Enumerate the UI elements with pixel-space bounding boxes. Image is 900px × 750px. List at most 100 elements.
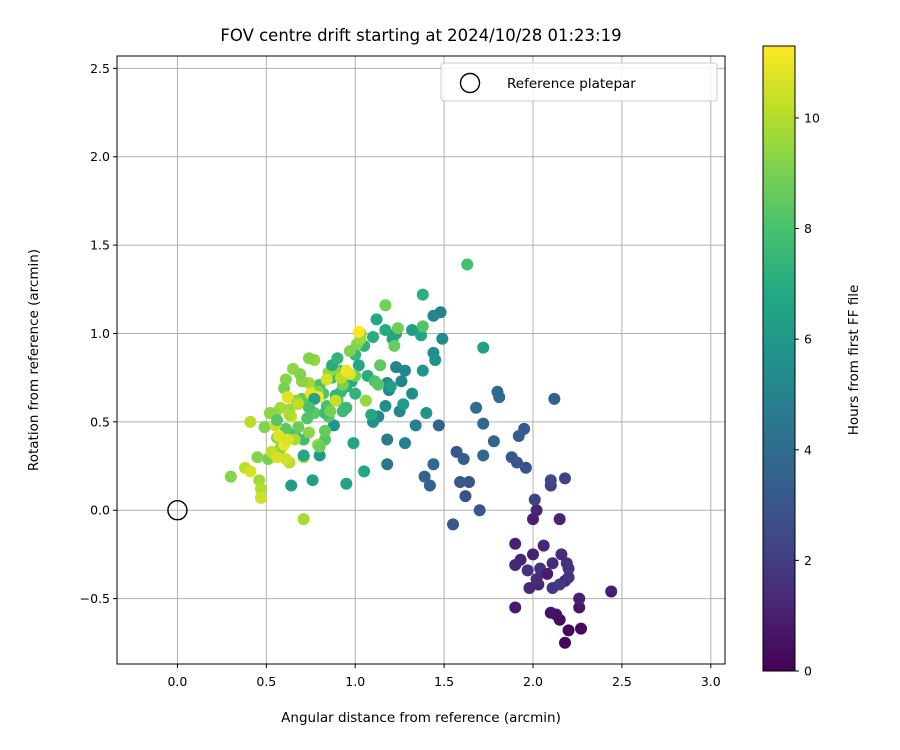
data-point bbox=[559, 472, 571, 485]
data-point bbox=[313, 440, 326, 453]
data-point bbox=[303, 401, 315, 414]
plot-frame bbox=[116, 55, 726, 665]
data-point bbox=[336, 405, 349, 418]
y-axis-ticks: −0.5 0.0 0.5 1.0 1.5 2.0 2.5 bbox=[80, 61, 117, 606]
data-point bbox=[573, 601, 586, 614]
y-tick-label: 1.5 bbox=[90, 238, 110, 253]
data-point bbox=[477, 449, 490, 462]
colorbar-tick-label: 2 bbox=[804, 553, 812, 568]
data-point bbox=[447, 518, 459, 531]
colorbar-tick-label: 8 bbox=[804, 221, 812, 236]
data-point bbox=[297, 513, 310, 526]
data-point bbox=[537, 539, 550, 552]
data-point bbox=[519, 461, 532, 474]
data-point bbox=[281, 391, 294, 404]
data-point bbox=[409, 419, 422, 432]
colorbar-tick-label: 10 bbox=[804, 110, 820, 125]
data-point bbox=[473, 504, 486, 517]
data-point bbox=[255, 483, 267, 496]
colorbar-fill bbox=[762, 45, 796, 672]
data-point bbox=[560, 557, 573, 570]
x-tick-label: 0.5 bbox=[256, 674, 276, 689]
data-point bbox=[450, 445, 463, 458]
data-point bbox=[297, 449, 310, 462]
x-axis-ticks: 0.0 0.5 1.0 1.5 2.0 2.5 3.0 bbox=[167, 664, 721, 689]
data-point bbox=[367, 331, 379, 344]
data-point bbox=[436, 332, 449, 345]
colorbar-ticks: 0 2 4 6 8 10 bbox=[795, 110, 820, 679]
data-point bbox=[244, 465, 257, 478]
data-point bbox=[303, 352, 315, 365]
data-point bbox=[509, 601, 522, 614]
data-point bbox=[349, 387, 362, 400]
data-point bbox=[541, 567, 554, 580]
data-point bbox=[546, 557, 559, 570]
data-point bbox=[429, 354, 442, 366]
data-point bbox=[324, 405, 337, 418]
data-point bbox=[251, 451, 264, 464]
x-axis-label: Angular distance from reference (arcmin) bbox=[281, 710, 561, 726]
data-point bbox=[487, 435, 500, 448]
data-point bbox=[358, 465, 371, 478]
data-point bbox=[477, 341, 490, 354]
x-tick-label: 1.0 bbox=[345, 674, 365, 689]
data-point bbox=[521, 564, 534, 577]
data-point bbox=[432, 419, 445, 432]
y-tick-label: −0.5 bbox=[80, 591, 110, 606]
data-point bbox=[374, 359, 387, 372]
y-tick-label: 2.0 bbox=[90, 149, 110, 164]
data-point bbox=[391, 322, 404, 335]
y-tick-label: 1.0 bbox=[90, 326, 110, 341]
data-point bbox=[372, 378, 385, 391]
data-point bbox=[352, 325, 365, 338]
data-point bbox=[292, 421, 305, 434]
data-point bbox=[555, 548, 568, 561]
data-point bbox=[329, 394, 342, 407]
data-point bbox=[562, 571, 575, 584]
chart-title: FOV centre drift starting at 2024/10/28 … bbox=[220, 26, 621, 45]
data-point bbox=[523, 582, 536, 594]
data-point bbox=[509, 537, 522, 550]
data-point bbox=[575, 622, 587, 635]
data-point bbox=[573, 592, 586, 605]
grid bbox=[117, 56, 725, 664]
data-point bbox=[340, 364, 353, 377]
data-point bbox=[244, 415, 257, 428]
data-point bbox=[313, 449, 326, 462]
data-point bbox=[528, 493, 541, 506]
data-point bbox=[381, 458, 394, 471]
data-point bbox=[359, 394, 372, 407]
data-point bbox=[553, 513, 566, 526]
data-point bbox=[559, 636, 571, 649]
data-point bbox=[352, 359, 365, 372]
data-point bbox=[271, 451, 283, 464]
data-point bbox=[281, 433, 294, 446]
data-point bbox=[381, 433, 394, 446]
data-point bbox=[283, 408, 296, 421]
data-point bbox=[477, 417, 490, 430]
data-point bbox=[340, 477, 353, 490]
colorbar-tick-label: 6 bbox=[804, 332, 812, 347]
data-point bbox=[384, 380, 397, 393]
data-point bbox=[370, 313, 383, 326]
data-point bbox=[420, 407, 433, 420]
data-point bbox=[379, 299, 392, 312]
x-tick-label: 1.5 bbox=[434, 674, 454, 689]
data-point bbox=[544, 606, 557, 619]
data-point bbox=[423, 479, 436, 492]
data-point bbox=[271, 414, 283, 427]
legend-label: Reference platepar bbox=[507, 76, 636, 92]
data-point bbox=[292, 398, 305, 411]
data-point bbox=[514, 553, 527, 566]
data-point bbox=[470, 401, 483, 414]
data-point bbox=[605, 585, 618, 598]
data-point bbox=[527, 548, 539, 561]
colorbar-label: Hours from first FF file bbox=[846, 285, 862, 436]
legend: Reference platepar bbox=[440, 62, 718, 102]
data-point bbox=[491, 385, 504, 398]
data-point bbox=[320, 373, 333, 386]
data-point bbox=[416, 288, 429, 301]
data-point bbox=[308, 392, 321, 405]
x-tick-label: 2.0 bbox=[523, 674, 543, 689]
